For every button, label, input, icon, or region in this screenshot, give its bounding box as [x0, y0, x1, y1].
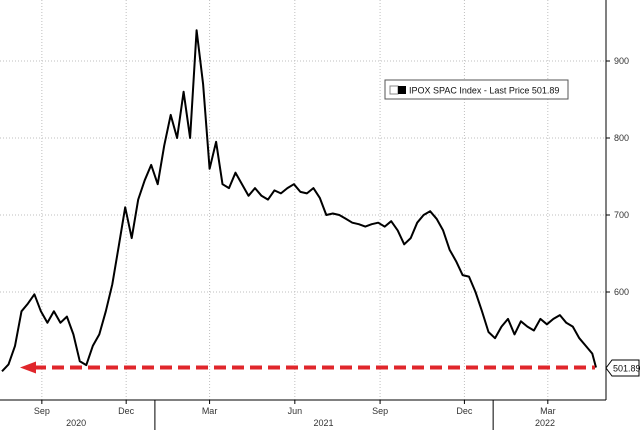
- y-tick-label: 700: [614, 210, 629, 220]
- y-tick-label: 900: [614, 56, 629, 66]
- y-tick-label: 600: [614, 287, 629, 297]
- x-tick-labels: Sep Dec Mar Jun Sep Dec Mar: [34, 400, 556, 416]
- x-tick-label: Sep: [372, 406, 388, 416]
- axes: [0, 0, 607, 401]
- y-tick-labels: 600 700 800 900: [606, 56, 629, 297]
- y-tick-label: 800: [614, 133, 629, 143]
- legend: IPOX SPAC Index - Last Price 501.89: [384, 79, 569, 100]
- x-tick-label: Dec: [456, 406, 473, 416]
- x-year-labels: 2020 2021 2022: [66, 400, 555, 430]
- x-year-label: 2020: [66, 418, 86, 428]
- x-tick-label: Mar: [202, 406, 218, 416]
- x-year-label: 2022: [535, 418, 555, 428]
- series-layer: [1, 29, 597, 372]
- grid-lines: [0, 0, 606, 400]
- last-price-label: 501.89: [613, 364, 640, 374]
- x-tick-label: Mar: [540, 406, 556, 416]
- x-tick-label: Dec: [118, 406, 135, 416]
- legend-swatch: [398, 86, 406, 94]
- legend-label: IPOX SPAC Index - Last Price 501.89: [409, 86, 559, 96]
- x-tick-label: Sep: [34, 406, 50, 416]
- last-price-arrowhead: [20, 361, 36, 374]
- legend-swatch-outer: [389, 85, 399, 95]
- legend-box: [384, 79, 569, 100]
- x-year-label: 2021: [314, 418, 334, 428]
- last-price-box: [605, 359, 640, 377]
- last-price-marker: 501.89: [605, 359, 640, 377]
- x-tick-label: Jun: [288, 406, 303, 416]
- last-price-arrow-layer: [20, 361, 595, 374]
- series-line: [1, 29, 597, 372]
